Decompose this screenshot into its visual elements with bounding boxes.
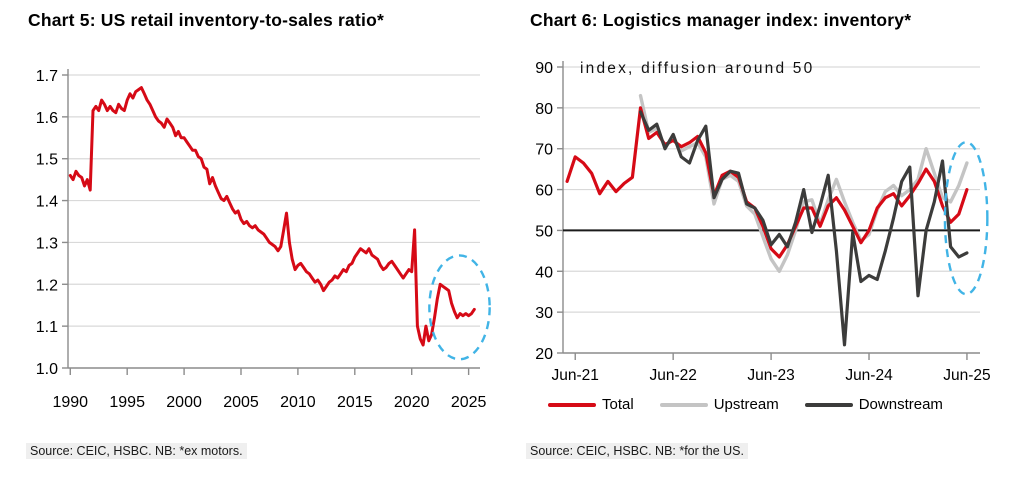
svg-text:50: 50: [535, 223, 553, 240]
chart6-title: Chart 6: Logistics manager index: invent…: [530, 10, 912, 30]
chart6-legend: Total Upstream Downstream: [548, 396, 1018, 413]
svg-text:Jun-24: Jun-24: [845, 367, 893, 384]
svg-text:Jun-23: Jun-23: [747, 367, 794, 384]
legend-item-total: Total: [548, 396, 634, 413]
svg-text:90: 90: [535, 60, 553, 77]
svg-text:1.6: 1.6: [36, 110, 58, 127]
svg-text:1.3: 1.3: [36, 235, 58, 252]
svg-text:1990: 1990: [52, 394, 88, 411]
upstream-line-swatch: [659, 402, 708, 407]
svg-text:Jun-22: Jun-22: [649, 367, 696, 384]
svg-text:2010: 2010: [280, 394, 316, 411]
chart6-source: Source: CEIC, HSBC. NB: *for the US.: [526, 443, 748, 459]
svg-text:60: 60: [535, 183, 553, 200]
svg-text:Jun-25: Jun-25: [943, 367, 990, 384]
downstream-line-swatch: [804, 402, 853, 407]
svg-text:40: 40: [535, 264, 553, 281]
svg-text:20: 20: [535, 346, 553, 363]
svg-text:2025: 2025: [451, 394, 487, 411]
svg-text:30: 30: [535, 305, 553, 322]
svg-text:2005: 2005: [223, 394, 259, 411]
svg-text:1.7: 1.7: [36, 68, 58, 85]
legend-label-total: Total: [602, 396, 634, 413]
svg-text:70: 70: [535, 142, 553, 159]
svg-text:2020: 2020: [394, 394, 430, 411]
svg-text:1.4: 1.4: [36, 194, 58, 211]
legend-label-upstream: Upstream: [713, 396, 779, 413]
svg-text:80: 80: [535, 101, 553, 118]
svg-text:1.0: 1.0: [36, 361, 58, 378]
svg-text:2015: 2015: [337, 394, 373, 411]
chart5-title: Chart 5: US retail inventory-to-sales ra…: [28, 10, 384, 30]
svg-text:1995: 1995: [109, 394, 145, 411]
svg-text:2000: 2000: [166, 394, 202, 411]
chart5-figure: 1.0 1.1 1.2 1.3 1.4 1.5 1.6 1.7 1990 1995 2000 2005…: [36, 68, 491, 411]
legend-label-downstream: Downstream: [858, 396, 943, 413]
chart5-source: Source: CEIC, HSBC. NB: *ex motors.: [26, 443, 247, 459]
svg-text:1.2: 1.2: [36, 277, 58, 294]
legend-item-downstream: Downstream: [804, 396, 943, 413]
svg-text:Jun-21: Jun-21: [552, 367, 599, 384]
chart-annotation: index, diffusion around 50: [580, 60, 814, 77]
svg-text:1.1: 1.1: [36, 319, 58, 336]
legend-item-upstream: Upstream: [659, 396, 779, 413]
total-line-swatch: [548, 402, 596, 407]
chart6-figure: 20 30 40 50 60 70 80 90 Jun-21 Jun-22 Jun-23 Jun-24…: [535, 60, 990, 384]
svg-text:1.5: 1.5: [36, 152, 58, 169]
